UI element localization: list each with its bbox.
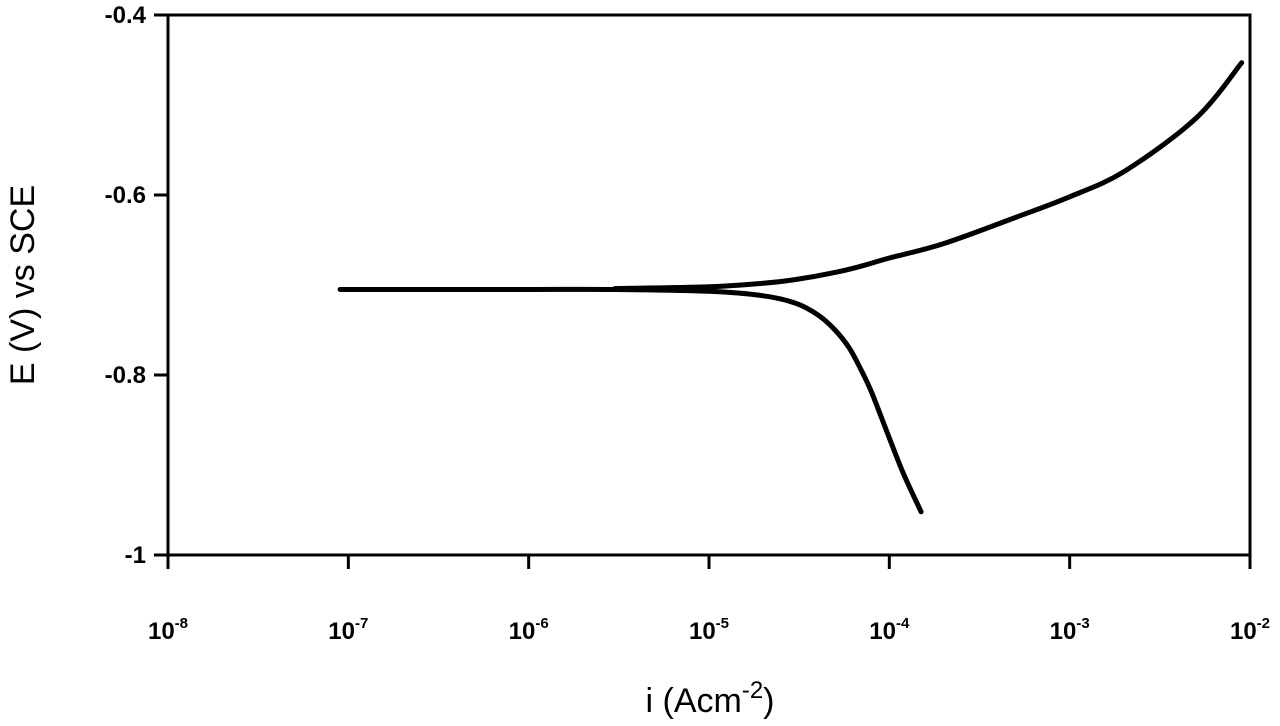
anodic-branch-line — [612, 60, 1245, 292]
y-axis-title: E (V) vs SCE — [4, 185, 42, 385]
x-tick-label: 10-7 — [328, 615, 368, 645]
y-tick-label: -0.8 — [105, 362, 146, 389]
y-tick-label: -0.4 — [105, 2, 147, 29]
x-tick-label: 10-4 — [869, 615, 910, 645]
y-tick-label: -1 — [125, 542, 146, 569]
cathodic-branch-line — [337, 286, 924, 515]
x-tick-label: 10-2 — [1230, 615, 1270, 645]
y-tick-label: -0.6 — [105, 182, 146, 209]
ticks-layer: -0.4 -0.6 -0.8 -1 10-8 10-7 10-6 10-5 10-4 10-3 10… — [105, 2, 1270, 645]
x-tick-label: 10-3 — [1050, 615, 1090, 645]
x-axis-title: i (Acm-2) — [646, 677, 775, 720]
x-tick-label: 10-5 — [689, 615, 729, 645]
x-tick-label: 10-6 — [509, 615, 549, 645]
series-layer — [337, 60, 1245, 515]
x-tick-label: 10-8 — [148, 615, 188, 645]
